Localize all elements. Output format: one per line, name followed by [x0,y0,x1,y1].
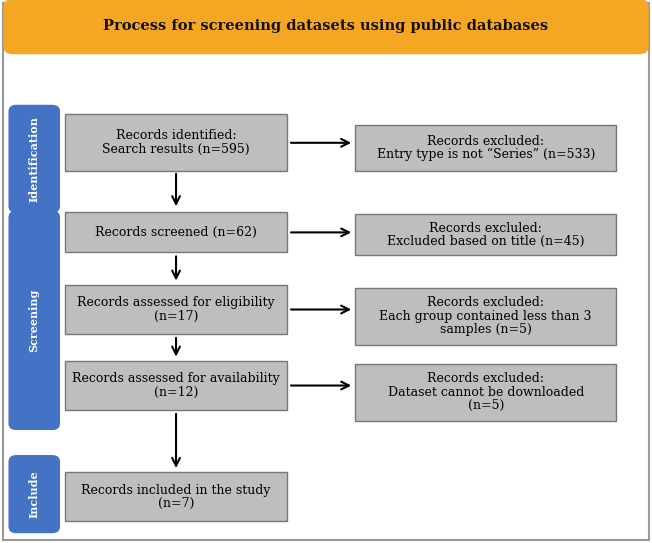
Text: Records identified:: Records identified: [115,129,237,142]
Text: Records screened (n=62): Records screened (n=62) [95,226,257,238]
Text: Include: Include [29,470,40,518]
Text: samples (n=5): samples (n=5) [440,324,531,336]
Text: Identification: Identification [29,116,40,202]
Text: Records assessed for eligibility: Records assessed for eligibility [77,296,275,309]
Text: Records excluded:: Records excluded: [427,135,544,148]
Text: Search results (n=595): Search results (n=595) [102,143,250,156]
Text: Records excluded:: Records excluded: [427,372,544,385]
FancyBboxPatch shape [65,361,287,410]
Text: Process for screening datasets using public databases: Process for screening datasets using pub… [104,19,548,33]
FancyBboxPatch shape [8,211,60,430]
FancyBboxPatch shape [65,472,287,521]
Text: Dataset cannot be downloaded: Dataset cannot be downloaded [387,386,584,399]
Text: Records assessed for availability: Records assessed for availability [72,372,280,385]
FancyBboxPatch shape [65,285,287,334]
FancyBboxPatch shape [8,455,60,533]
Text: (n=5): (n=5) [467,400,504,412]
FancyBboxPatch shape [3,0,649,54]
Text: (n=7): (n=7) [158,497,194,510]
FancyBboxPatch shape [65,114,287,171]
Text: (n=17): (n=17) [154,310,198,323]
FancyBboxPatch shape [3,3,649,540]
Text: Records excluded:: Records excluded: [427,296,544,309]
Text: Entry type is not “Series” (n=533): Entry type is not “Series” (n=533) [377,148,595,161]
Text: Screening: Screening [29,289,40,352]
FancyBboxPatch shape [355,288,616,345]
Text: Each group contained less than 3: Each group contained less than 3 [379,310,592,323]
Text: Records included in the study: Records included in the study [82,484,271,496]
FancyBboxPatch shape [65,212,287,252]
FancyBboxPatch shape [8,105,60,213]
Text: Records excluled:: Records excluled: [429,222,542,235]
FancyBboxPatch shape [355,125,616,171]
Text: (n=12): (n=12) [154,386,198,399]
Text: Excluded based on title (n=45): Excluded based on title (n=45) [387,235,584,248]
FancyBboxPatch shape [355,214,616,255]
FancyBboxPatch shape [355,364,616,421]
